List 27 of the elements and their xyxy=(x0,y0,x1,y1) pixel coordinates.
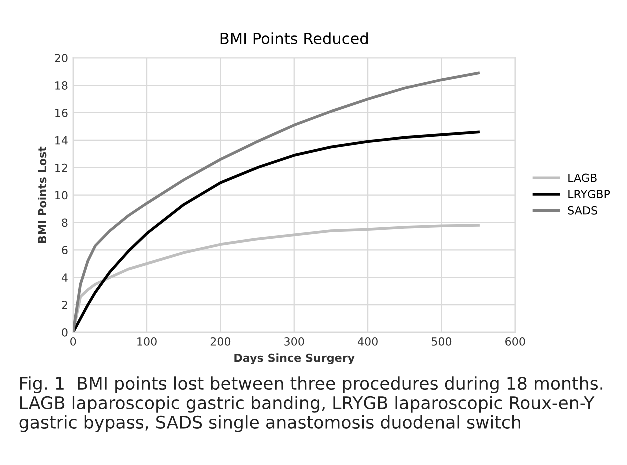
y-axis-title: BMI Points Lost xyxy=(38,146,47,244)
y-tick-label: 0 xyxy=(62,328,68,337)
y-tick-label: 6 xyxy=(62,246,68,255)
x-tick-label: 300 xyxy=(284,338,304,346)
x-tick-label: 200 xyxy=(210,338,231,346)
legend-label: LRYGBP xyxy=(568,190,610,199)
y-tick-label: 14 xyxy=(56,136,68,145)
legend-label: SADS xyxy=(568,206,598,215)
y-tick-label: 4 xyxy=(62,274,68,282)
y-tick-label: 8 xyxy=(62,218,68,228)
chart-title: BMI Points Reduced xyxy=(220,32,368,44)
y-tick-label: 20 xyxy=(55,54,68,63)
y-tick-label: 2 xyxy=(62,301,68,310)
y-tick-label: 10 xyxy=(56,191,68,200)
x-tick-label: 100 xyxy=(138,338,157,346)
y-tick-label: 18 xyxy=(56,82,68,90)
line-series xyxy=(73,130,480,332)
y-tick-label: 12 xyxy=(56,164,68,172)
y-tick-label: 16 xyxy=(56,108,68,118)
x-tick-label: 500 xyxy=(432,338,452,346)
x-tick-label: 0 xyxy=(70,338,76,346)
caption: Fig. 1 BMI points lost between three procedures during 18 months. LAGB laparoscopic gastric banding, LRYGB laparoscopic Roux-en-Y gastric bypass, SADS single anastomosis duodenal switch xyxy=(20,376,603,432)
x-tick-label: 600 xyxy=(506,338,526,346)
x-tick-label: 400 xyxy=(358,338,378,346)
x-axis-title: Days Since Surgery xyxy=(234,354,355,364)
line-series xyxy=(73,72,480,332)
legend-label: LAGB xyxy=(568,174,597,182)
